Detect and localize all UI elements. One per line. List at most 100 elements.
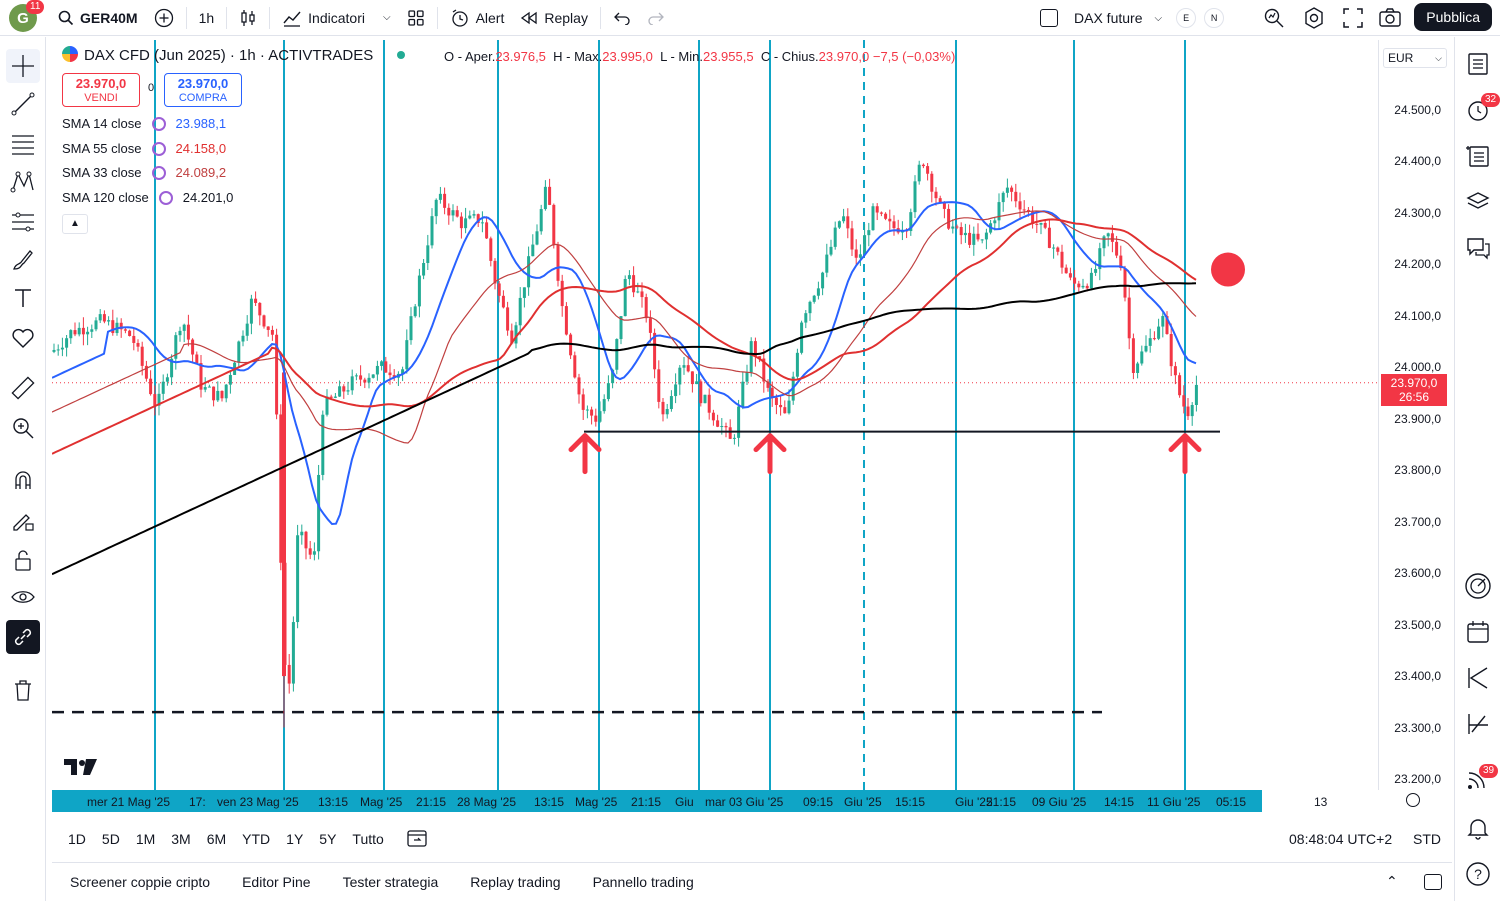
settings-button[interactable] bbox=[1302, 6, 1326, 33]
price-scale[interactable]: EUR ⌵ 24.500,0 24.400,0 24.300,0 24.200,0 24.… bbox=[1378, 40, 1453, 790]
panel-tab[interactable]: Editor Pine bbox=[242, 874, 311, 890]
candle-body bbox=[140, 346, 144, 366]
session-label[interactable]: STD bbox=[1413, 831, 1441, 847]
clock-label[interactable]: 08:48:04 UTC+2 bbox=[1289, 831, 1393, 847]
price-chart[interactable] bbox=[52, 40, 1378, 790]
signals-button[interactable] bbox=[1463, 764, 1493, 794]
collapse-legend-button[interactable]: ▲ bbox=[62, 214, 88, 234]
date-range-button[interactable] bbox=[406, 828, 428, 851]
measure-tool[interactable] bbox=[6, 371, 40, 405]
magnet-tool[interactable] bbox=[6, 463, 40, 497]
news-badge[interactable]: N bbox=[1204, 8, 1225, 28]
chevron-up-icon[interactable]: ⌃ bbox=[1386, 873, 1398, 889]
alerts-button[interactable] bbox=[1463, 95, 1493, 125]
candle-body bbox=[1178, 375, 1182, 396]
currency-selector[interactable]: EUR ⌵ bbox=[1383, 48, 1447, 68]
chevron-down-icon[interactable]: ⌵ bbox=[1154, 12, 1163, 24]
indicator-sma55[interactable]: SMA 55 close 24.158,0 bbox=[62, 141, 226, 156]
chats-button[interactable] bbox=[1463, 233, 1493, 263]
calendar-button[interactable] bbox=[1463, 617, 1493, 647]
layouts-button[interactable] bbox=[399, 0, 433, 36]
symbol-title[interactable]: DAX CFD (Jun 2025) · 1h · ACTIVTRADES bbox=[84, 47, 374, 64]
indicator-sma14[interactable]: SMA 14 close 23.988,1 bbox=[62, 116, 226, 131]
range-button-5y[interactable]: 5Y bbox=[319, 831, 337, 847]
pine-button[interactable] bbox=[1463, 663, 1493, 693]
buy-price: 23.970,0 bbox=[177, 76, 229, 91]
forecast-tool[interactable] bbox=[6, 205, 40, 239]
link-tool[interactable] bbox=[6, 620, 40, 654]
settings-icon[interactable] bbox=[1406, 793, 1420, 807]
stay-drawing-tool[interactable] bbox=[6, 503, 40, 537]
earnings-badge[interactable]: E bbox=[1176, 8, 1197, 28]
compare-symbol-button[interactable] bbox=[146, 0, 182, 36]
snapshot-button[interactable] bbox=[1378, 6, 1402, 33]
indicator-name: SMA 33 close bbox=[62, 165, 142, 180]
options-button[interactable] bbox=[1463, 709, 1493, 739]
range-button-5d[interactable]: 5D bbox=[101, 831, 120, 847]
candle-body bbox=[716, 420, 720, 427]
range-button-tutto[interactable]: Tutto bbox=[352, 831, 384, 847]
crosshair-tool[interactable] bbox=[6, 49, 40, 83]
candle-body bbox=[564, 306, 568, 335]
refresh-icon[interactable] bbox=[158, 190, 173, 205]
redo-button[interactable] bbox=[639, 0, 673, 36]
brush-tool[interactable] bbox=[6, 243, 40, 277]
fib-tool[interactable] bbox=[6, 127, 40, 161]
candle-body bbox=[1052, 247, 1056, 249]
compare-symbol-label[interactable]: DAX future bbox=[1074, 10, 1143, 26]
publish-button[interactable]: Pubblica bbox=[1414, 3, 1492, 31]
chart-type-button[interactable] bbox=[231, 0, 265, 36]
panel-tab[interactable]: Pannello trading bbox=[592, 874, 694, 890]
sell-button[interactable]: 23.970,0 VENDI bbox=[62, 73, 140, 107]
undo-button[interactable] bbox=[605, 0, 639, 36]
range-button-1d[interactable]: 1D bbox=[68, 831, 86, 847]
pattern-tool[interactable] bbox=[6, 165, 40, 199]
range-button-ytd[interactable]: YTD bbox=[242, 831, 271, 847]
candle-body bbox=[434, 199, 438, 217]
interval-button[interactable]: 1h bbox=[191, 0, 223, 36]
watchlist-button[interactable] bbox=[1463, 49, 1493, 79]
text-tool[interactable] bbox=[6, 281, 40, 315]
maximize-panel-icon[interactable] bbox=[1424, 874, 1442, 890]
symbol-legend: DAX CFD (Jun 2025) · 1h · ACTIVTRADES bbox=[62, 46, 406, 64]
indicators-button[interactable]: Indicatori ⌵ bbox=[274, 0, 398, 36]
refresh-icon[interactable] bbox=[151, 141, 166, 156]
fullscreen-button[interactable] bbox=[1341, 6, 1365, 33]
news-button[interactable] bbox=[1463, 141, 1493, 171]
refresh-icon[interactable] bbox=[151, 165, 166, 180]
ideas-button[interactable] bbox=[1463, 571, 1493, 601]
range-button-3m[interactable]: 3M bbox=[171, 831, 191, 847]
remove-drawings-tool[interactable] bbox=[6, 673, 40, 707]
indicator-value: 24.089,2 bbox=[175, 165, 227, 180]
range-button-1y[interactable]: 1Y bbox=[286, 831, 304, 847]
notifications-button[interactable] bbox=[1463, 813, 1493, 843]
hide-tool[interactable] bbox=[6, 581, 40, 615]
range-button-1m[interactable]: 1M bbox=[135, 831, 156, 847]
panel-tab[interactable]: Replay trading bbox=[470, 874, 561, 890]
range-button-6m[interactable]: 6M bbox=[206, 831, 227, 847]
lock-tool[interactable] bbox=[6, 543, 40, 577]
symbol-search[interactable]: GER40M bbox=[50, 0, 146, 36]
candle-body bbox=[317, 474, 321, 552]
icon-tool[interactable] bbox=[6, 321, 40, 355]
buy-button[interactable]: 23.970,0 COMPRA bbox=[164, 73, 242, 107]
candle-body bbox=[56, 349, 60, 351]
candle-body bbox=[720, 426, 724, 428]
alert-button[interactable]: Alert bbox=[442, 0, 513, 36]
refresh-icon[interactable] bbox=[151, 116, 166, 131]
panel-tab[interactable]: Tester strategia bbox=[342, 874, 439, 890]
time-axis[interactable]: mer 21 Mag '25 17: ven 23 Mag '25 13:15 Mag … bbox=[52, 790, 1262, 812]
indicator-sma33[interactable]: SMA 33 close 24.089,2 bbox=[62, 165, 226, 180]
zoom-tool[interactable] bbox=[6, 411, 40, 445]
trend-line-tool[interactable] bbox=[6, 87, 40, 121]
object-tree-button[interactable] bbox=[1463, 187, 1493, 217]
help-button[interactable]: ? bbox=[1463, 859, 1493, 889]
indicator-sma120[interactable]: SMA 120 close 24.201,0 bbox=[62, 190, 233, 205]
indicators-icon bbox=[283, 11, 301, 27]
checkbox[interactable] bbox=[1040, 9, 1058, 27]
chart-pane[interactable] bbox=[52, 40, 1378, 790]
panel-tab[interactable]: Screener coppie cripto bbox=[70, 874, 211, 890]
candle-body bbox=[1068, 273, 1072, 278]
replay-button[interactable]: Replay bbox=[512, 0, 596, 36]
quick-search-button[interactable] bbox=[1262, 6, 1286, 33]
